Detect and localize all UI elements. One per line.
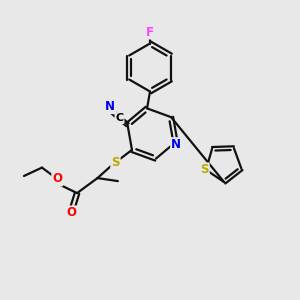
Text: C: C [116, 113, 124, 123]
Text: S: S [111, 156, 120, 169]
Text: N: N [171, 138, 181, 151]
Text: N: N [105, 100, 115, 113]
Text: O: O [52, 172, 62, 185]
Text: O: O [67, 206, 77, 219]
Text: S: S [200, 164, 209, 176]
Text: F: F [146, 26, 154, 39]
